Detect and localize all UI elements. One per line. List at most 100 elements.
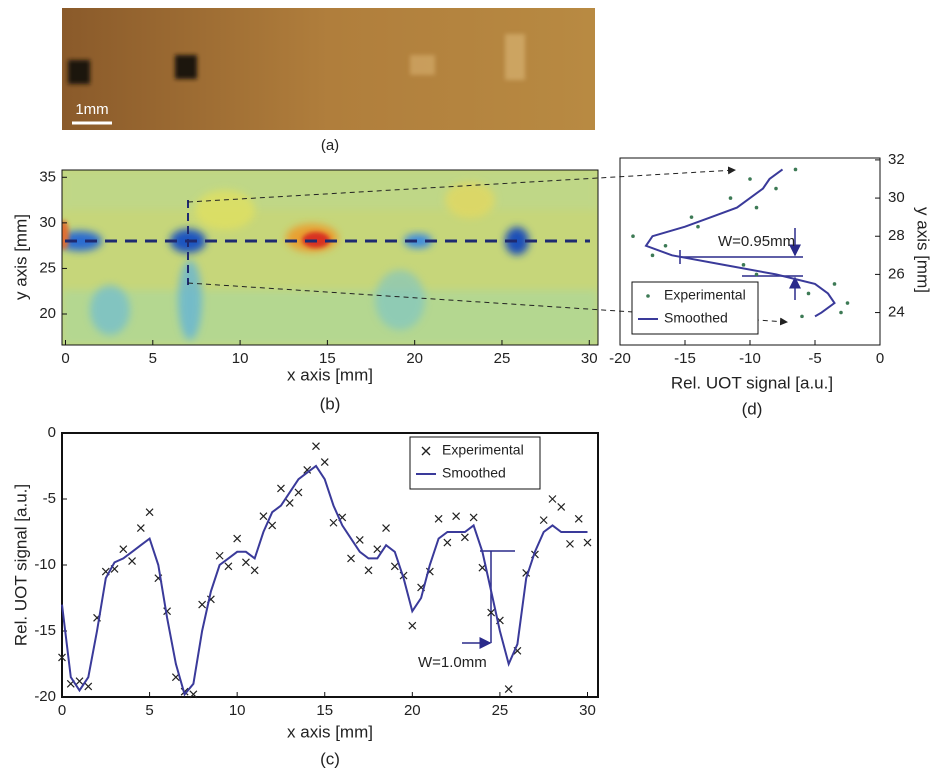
data-point (382, 524, 390, 532)
data-point (347, 554, 355, 563)
data-point (504, 685, 513, 694)
data-point (259, 512, 268, 521)
x-tick-label: 10 (232, 350, 249, 367)
data-point (754, 205, 759, 210)
data-point (364, 566, 373, 575)
x-tick-label: 25 (492, 702, 509, 719)
data-point (460, 533, 469, 542)
data-point (320, 458, 329, 466)
data-point (408, 621, 417, 630)
legend-label: Smoothed (442, 465, 506, 481)
y-axis-label: y axis [mm] (11, 214, 30, 300)
data-point (75, 677, 84, 686)
x-tick-label: 10 (229, 702, 246, 719)
data-point (696, 224, 700, 229)
data-point (294, 488, 303, 497)
data-point (583, 538, 592, 547)
y-tick-label: 25 (39, 259, 56, 276)
data-point (631, 234, 635, 239)
data-point (806, 291, 811, 296)
x-tick-label: -15 (674, 350, 696, 367)
data-point (285, 499, 294, 507)
data-point (128, 557, 136, 565)
x-tick-label: 0 (58, 702, 66, 719)
legend-label: Experimental (442, 442, 524, 458)
data-point (241, 558, 250, 567)
data-point (277, 484, 285, 493)
data-point (663, 243, 668, 248)
data-point (443, 538, 452, 547)
y-tick-label: -5 (43, 490, 56, 507)
data-point (189, 690, 198, 699)
x-axis-label: Rel. UOT signal [a.u.] (671, 373, 833, 392)
x-tick-label: 15 (319, 350, 336, 367)
legend-swatch (421, 446, 431, 456)
y-tick-label: -15 (34, 622, 56, 639)
connector-lines (187, 166, 788, 326)
data-point (233, 534, 242, 543)
data-point (832, 282, 837, 286)
legend-box (409, 436, 541, 490)
x-tick-label: 5 (145, 702, 153, 719)
data-point (390, 562, 399, 571)
y-tick-label: -10 (34, 556, 56, 573)
y-tick-label: 26 (888, 265, 905, 282)
data-point (119, 545, 128, 554)
data-point (58, 653, 66, 662)
caption: (a) (321, 137, 339, 154)
legend-swatch (646, 294, 650, 298)
data-point (793, 167, 798, 172)
data-point (452, 512, 461, 521)
y-tick-label: 32 (888, 151, 905, 168)
data-point (548, 495, 557, 503)
annotation: W=1.0mm (418, 654, 487, 671)
x-tick-label: 20 (406, 350, 423, 367)
y-axis-label: y axis [mm] (914, 207, 933, 293)
data-point (268, 521, 277, 530)
y-tick-label: 24 (888, 304, 905, 321)
y-tick-label: 30 (39, 214, 56, 231)
data-point (198, 600, 207, 609)
data-point (250, 566, 259, 575)
y-tick-label: 20 (39, 305, 56, 322)
data-point (650, 253, 655, 258)
x-tick-label: 20 (404, 702, 421, 719)
y-tick-label: -20 (34, 688, 56, 705)
heatmap-image (62, 170, 598, 345)
data-line (61, 464, 588, 697)
legend-box (631, 281, 759, 335)
data-point (355, 535, 364, 544)
data-point (373, 545, 382, 554)
scale-label: 1mm (75, 101, 108, 118)
data-line (644, 168, 836, 318)
x-tick-label: 0 (876, 350, 884, 367)
legend-label: Smoothed (664, 310, 728, 326)
data-point (329, 518, 338, 527)
x-axis-label: x axis [mm] (287, 365, 373, 384)
data-point (728, 196, 733, 200)
data-point (487, 608, 496, 617)
photo: 1mm (62, 8, 595, 130)
data-point (84, 682, 93, 691)
x-tick-label: -10 (739, 350, 761, 367)
x-tick-label: 30 (579, 702, 596, 719)
x-axis-label: x axis [mm] (287, 722, 373, 741)
caption: (b) (320, 394, 341, 413)
data-point (539, 516, 548, 525)
y-tick-label: 0 (48, 424, 56, 441)
data-point (800, 314, 804, 319)
data-point (839, 310, 843, 315)
legend-label: Experimental (664, 287, 746, 303)
annotation: W=0.95mm (718, 233, 795, 250)
data-point (469, 513, 478, 522)
data-point (845, 301, 850, 305)
data-point (224, 562, 233, 571)
data-point (748, 177, 752, 181)
data-point (689, 215, 694, 219)
data-point (303, 466, 312, 474)
x-tick-label: 30 (581, 350, 598, 367)
data-point (312, 442, 320, 451)
data-point (574, 514, 583, 523)
y-axis-label: Rel. UOT signal [a.u.] (11, 484, 30, 646)
